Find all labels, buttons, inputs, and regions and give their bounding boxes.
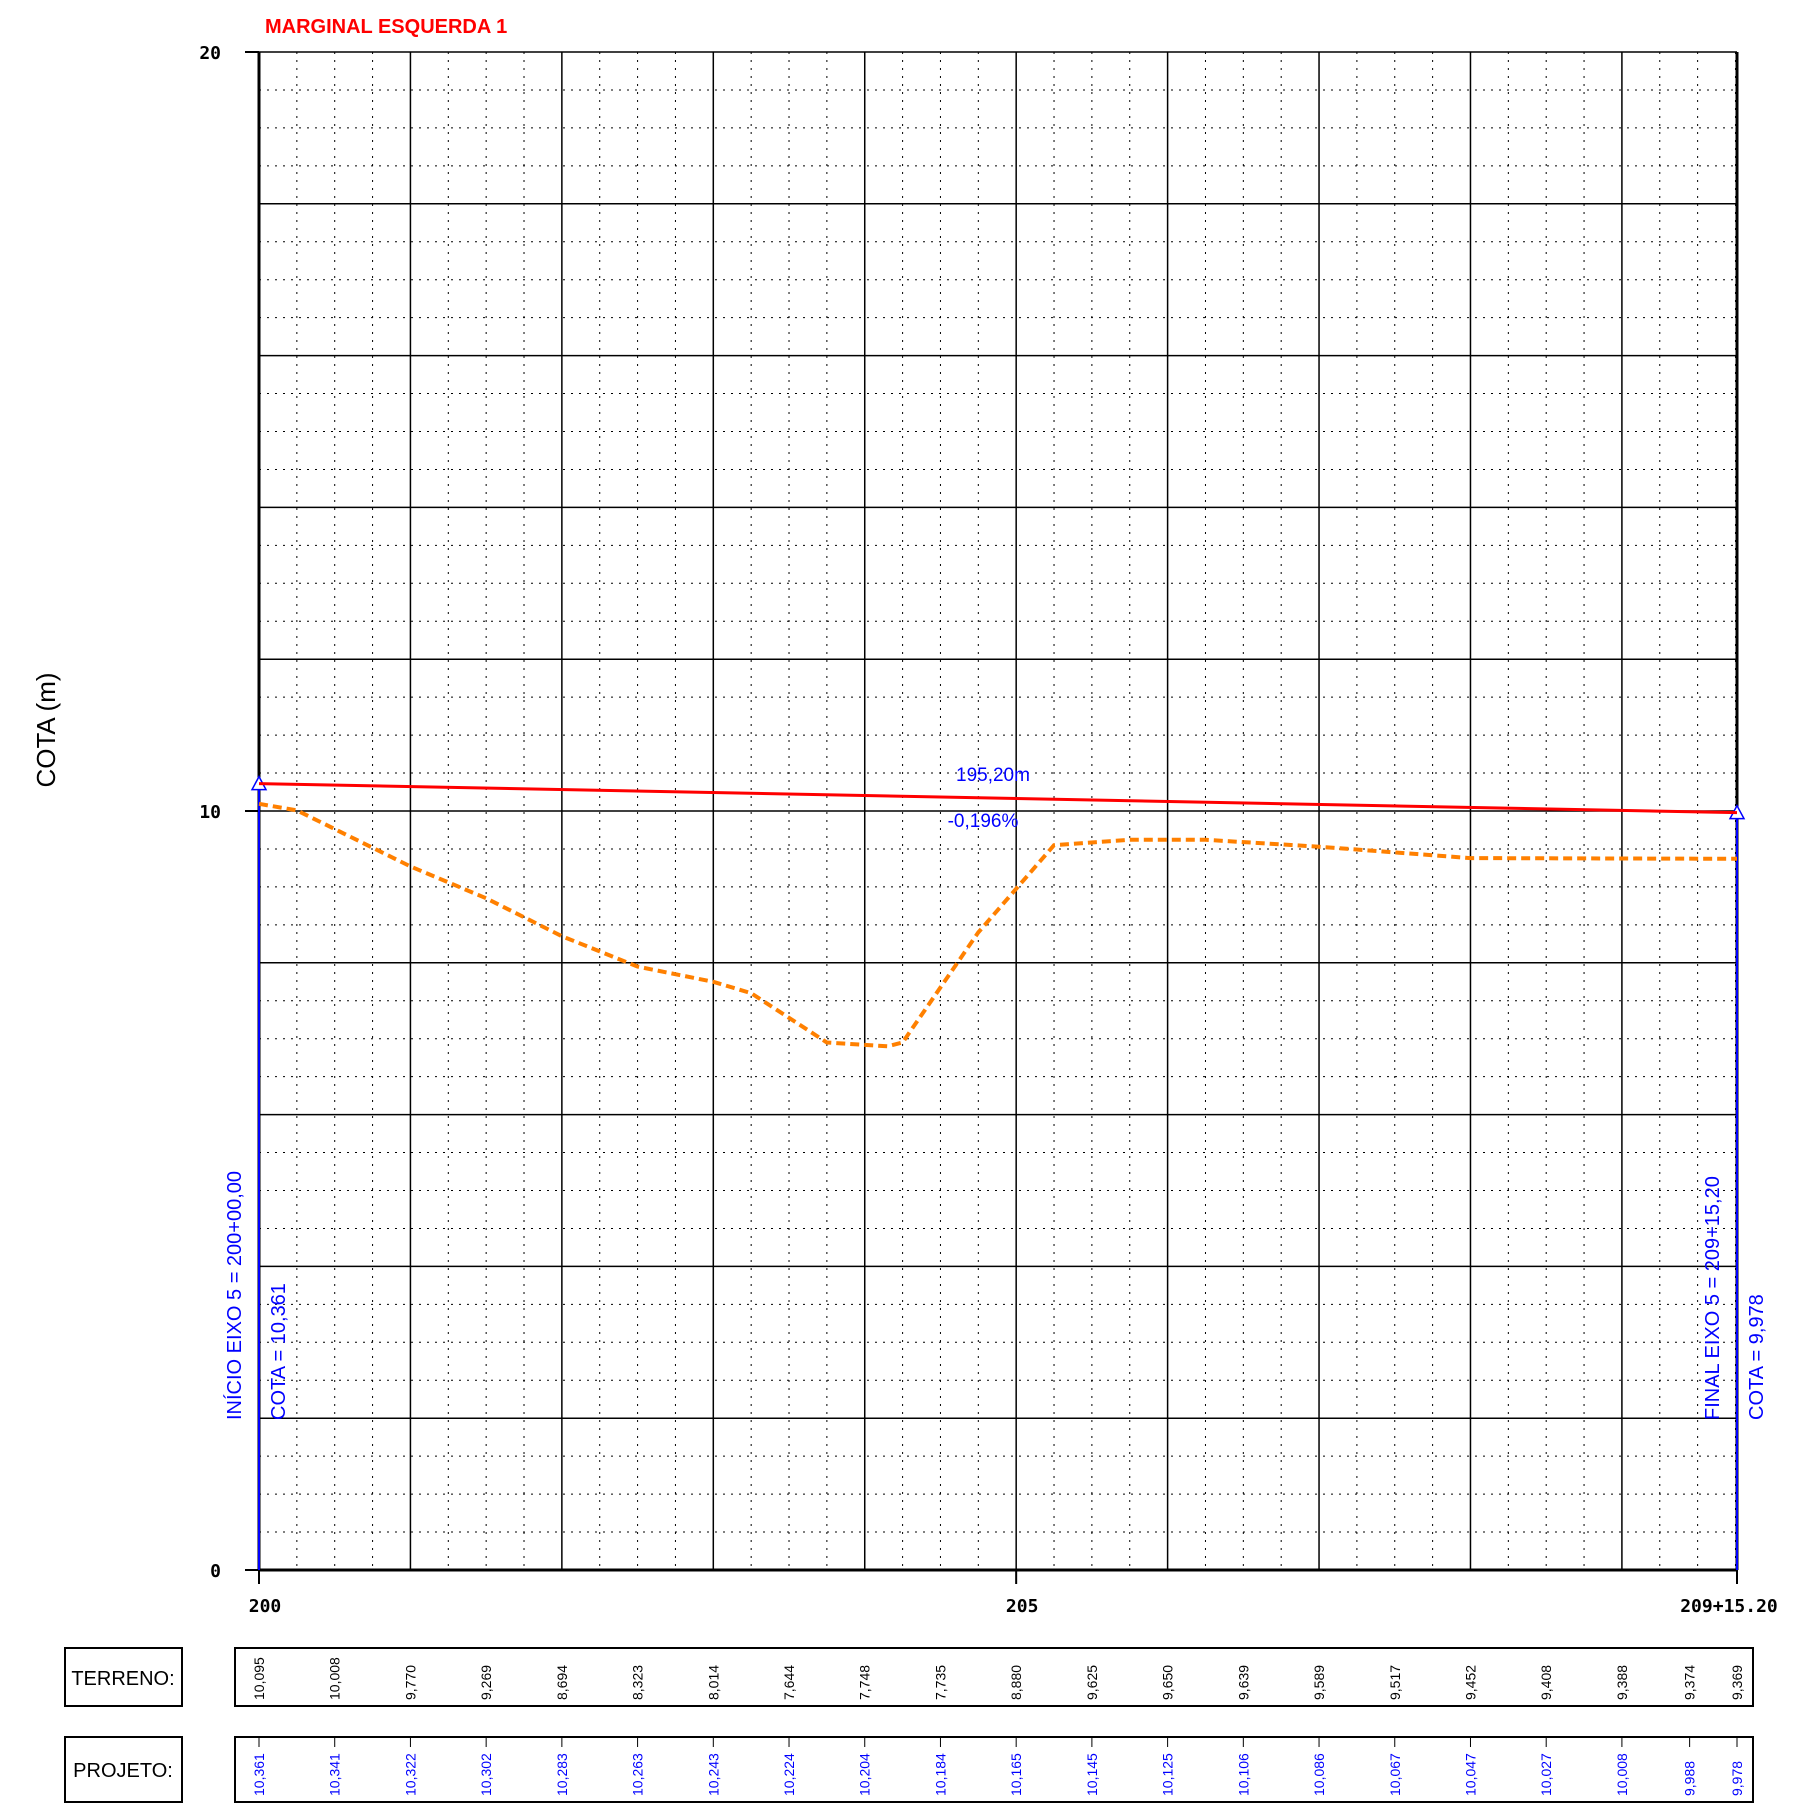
project-value: 10,224: [781, 1753, 797, 1796]
length-annotation: 195,20m: [956, 765, 1030, 786]
terrain-value: 10,008: [327, 1657, 343, 1700]
terrain-value: 8,323: [630, 1665, 646, 1700]
y-axis-label: COTA (m): [31, 672, 61, 787]
series-layer: [258, 782, 1738, 1049]
project-header: PROJETO:: [73, 1760, 173, 1782]
x-tick-label: 209+15.20: [1680, 1596, 1778, 1617]
project-values-box: [234, 1736, 1754, 1803]
terrain-value: 10,095: [251, 1657, 267, 1700]
station-markers: [250, 775, 1746, 1570]
grid-minor: [259, 52, 1737, 1570]
project-value: 10,322: [402, 1753, 418, 1796]
x-ticks: 200 205 209+15.20: [249, 1570, 1778, 1617]
project-value: 10,047: [1462, 1753, 1478, 1796]
terrain-header: TERRENO:: [71, 1668, 174, 1690]
project-value: 10,165: [1008, 1753, 1024, 1796]
project-value: 9,988: [1682, 1761, 1698, 1796]
terrain-value: 7,735: [932, 1665, 948, 1700]
x-tick-label: 205: [1006, 1596, 1039, 1617]
terrain-value: 8,880: [1008, 1665, 1024, 1700]
terrain-value: 9,589: [1311, 1665, 1327, 1700]
project-header-box: [64, 1736, 183, 1803]
y-tick-label: 10: [199, 802, 221, 823]
project-value: 10,243: [705, 1753, 721, 1796]
terrain-value: 9,625: [1084, 1665, 1100, 1700]
project-value: 9,978: [1729, 1761, 1745, 1796]
x-tick-label: 200: [249, 1596, 282, 1617]
terrain-value: 8,014: [705, 1665, 721, 1700]
project-value: 10,263: [630, 1753, 646, 1796]
project-value: 10,086: [1311, 1753, 1327, 1796]
project-value: 10,027: [1538, 1753, 1554, 1796]
project-value: 10,106: [1235, 1753, 1251, 1796]
y-ticks: 0 10 20: [199, 43, 259, 1582]
terrain-value: 8,694: [554, 1665, 570, 1700]
terrain-value: 7,644: [781, 1665, 797, 1700]
terrain-value: 9,770: [402, 1665, 418, 1700]
terrain-value: 9,408: [1538, 1665, 1554, 1700]
terrain-values-box: [234, 1647, 1754, 1707]
project-line: [258, 782, 1738, 815]
project-value: 10,008: [1614, 1753, 1630, 1796]
project-value: 10,302: [478, 1753, 494, 1796]
start-elevation-label: COTA = 10,361: [268, 1283, 290, 1420]
terrain-value: 9,517: [1387, 1665, 1403, 1700]
terrain-value: 9,269: [478, 1665, 494, 1700]
slope-annotation: -0,196%: [948, 811, 1019, 832]
terrain-line: [258, 801, 1738, 1049]
start-station-label: INÍCIO EIXO 5 = 200+00,00: [223, 1171, 246, 1420]
terrain-header-box: [64, 1647, 183, 1707]
chart-title: MARGINAL ESQUERDA 1: [265, 16, 507, 38]
terrain-value: 9,650: [1160, 1665, 1176, 1700]
end-elevation-label: COTA = 9,978: [1746, 1294, 1768, 1420]
table-values: 10,095 10,361 10,008 10,341 9,770 10,322 9,269…: [251, 1657, 1745, 1796]
project-value: 10,184: [932, 1753, 948, 1796]
terrain-value: 9,452: [1462, 1665, 1478, 1700]
project-value: 10,145: [1084, 1753, 1100, 1796]
project-value: 10,125: [1160, 1753, 1176, 1796]
project-value: 10,361: [251, 1753, 267, 1796]
end-station-label: FINAL EIXO 5 = 209+15,20: [1702, 1176, 1724, 1420]
y-tick-label: 20: [199, 43, 221, 64]
project-value: 10,067: [1387, 1753, 1403, 1796]
terrain-value: 9,374: [1682, 1665, 1698, 1700]
y-tick-label: 0: [210, 1561, 221, 1582]
terrain-value: 7,748: [857, 1665, 873, 1700]
project-value: 10,341: [327, 1753, 343, 1796]
terrain-value: 9,639: [1235, 1665, 1251, 1700]
data-table: TERRENO: PROJETO:: [64, 1647, 1754, 1803]
project-value: 10,283: [554, 1753, 570, 1796]
terrain-value: 9,369: [1729, 1665, 1745, 1700]
project-value: 10,204: [857, 1753, 873, 1796]
terrain-value: 9,388: [1614, 1665, 1630, 1700]
